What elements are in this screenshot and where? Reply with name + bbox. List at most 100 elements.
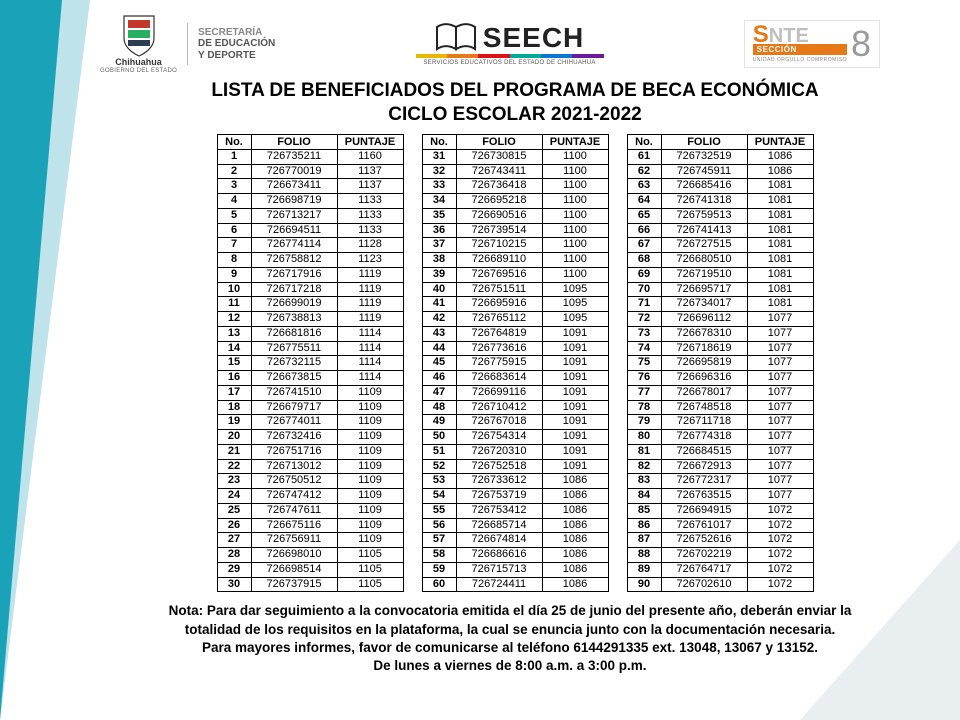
table-row: 47266987191133	[217, 194, 403, 209]
table-row: 717267340171081	[627, 297, 813, 312]
table-row: 657267595131081	[627, 208, 813, 223]
table-row: 757266958191077	[627, 356, 813, 371]
col-no: No.	[217, 134, 251, 149]
table-row: 577266748141086	[422, 533, 608, 548]
table-row: 17267352111160	[217, 149, 403, 164]
table-row: 427267651121095	[422, 312, 608, 327]
table-row: 677267275151081	[627, 238, 813, 253]
seech-logo: SEECH SERVICIOS EDUCATIVOS DEL ESTADO DE…	[416, 22, 604, 66]
table-row: 397267695161100	[422, 267, 608, 282]
book-icon	[435, 23, 477, 53]
table-row: 267266751161109	[217, 518, 403, 533]
table-row: 777266780171077	[627, 385, 813, 400]
table-row: 647267413181081	[627, 194, 813, 209]
table-row: 87267588121123	[217, 253, 403, 268]
table-row: 157267321151114	[217, 356, 403, 371]
table-row: 97267179161119	[217, 267, 403, 282]
table-row: 377267102151100	[422, 238, 608, 253]
tables-wrap: No.FOLIOPUNTAJE1726735211116027267700191…	[100, 134, 930, 593]
table-row: 557267534121086	[422, 503, 608, 518]
table-row: 897267647171072	[627, 562, 813, 577]
table-row: 347266952181100	[422, 194, 608, 209]
col-folio: FOLIO	[251, 134, 337, 149]
table-row: 817266845151077	[627, 444, 813, 459]
table-row: 847267635151077	[627, 489, 813, 504]
table-row: 227267130121109	[217, 459, 403, 474]
table-row: 477266991161091	[422, 385, 608, 400]
divider	[187, 23, 188, 65]
secretaria-text: SECRETARÍA DE EDUCACIÓN Y DEPORTE	[198, 27, 275, 62]
note-block: Nota: Para dar seguimiento a la convocat…	[100, 602, 930, 675]
table-row: 497267670181091	[422, 415, 608, 430]
table-row: 767266963161077	[627, 371, 813, 386]
chihuahua-label: Chihuahua	[115, 57, 162, 67]
table-row: 457267759151091	[422, 356, 608, 371]
table-row: 67266945111133	[217, 223, 403, 238]
table-row: 277267569111109	[217, 533, 403, 548]
table-row: 417266959161095	[422, 297, 608, 312]
table-row: 787267485181077	[627, 400, 813, 415]
table-row: 637266854161081	[627, 179, 813, 194]
beneficiary-table: No.FOLIOPUNTAJE6172673251910866272674591…	[627, 134, 814, 593]
col-puntaje: PUNTAJE	[337, 134, 403, 149]
table-row: 467266836141091	[422, 371, 608, 386]
table-row: 617267325191086	[627, 149, 813, 164]
table-row: 607267244111086	[422, 577, 608, 592]
table-row: 837267723171077	[627, 474, 813, 489]
table-row: 407267515111095	[422, 282, 608, 297]
shield-icon	[120, 14, 158, 58]
table-row: 507267543141091	[422, 430, 608, 445]
beneficiary-table: No.FOLIOPUNTAJE3172673081511003272674341…	[422, 134, 609, 593]
chihuahua-logo: Chihuahua GOBIERNO DEL ESTADO SECRETARÍA…	[100, 14, 275, 74]
table-row: 117266990191119	[217, 297, 403, 312]
table-row: 217267517161109	[217, 444, 403, 459]
table-row: 597267157131086	[422, 562, 608, 577]
table-row: 357266905161100	[422, 208, 608, 223]
beneficiary-table: No.FOLIOPUNTAJE1726735211116027267700191…	[217, 134, 404, 593]
chihuahua-sub: GOBIERNO DEL ESTADO	[100, 68, 177, 74]
table-row: 167266738151114	[217, 371, 403, 386]
table-row: 877267526161072	[627, 533, 813, 548]
table-row: 177267415101109	[217, 385, 403, 400]
table-row: 857266949151072	[627, 503, 813, 518]
table-row: 367267395141100	[422, 223, 608, 238]
table-row: 187266797171109	[217, 400, 403, 415]
table-row: 627267459111086	[627, 164, 813, 179]
table-row: 707266957171081	[627, 282, 813, 297]
table-row: 327267434111100	[422, 164, 608, 179]
col-puntaje: PUNTAJE	[542, 134, 608, 149]
table-row: 727266961121077	[627, 312, 813, 327]
table-row: 337267364181100	[422, 179, 608, 194]
table-row: 687266805101081	[627, 253, 813, 268]
table-row: 107267172181119	[217, 282, 403, 297]
table-row: 137266818161114	[217, 326, 403, 341]
table-row: 307267379151105	[217, 577, 403, 592]
table-row: 587266866161086	[422, 548, 608, 563]
table-row: 287266980101105	[217, 548, 403, 563]
table-row: 827266729131077	[627, 459, 813, 474]
page-title: LISTA DE BENEFICIADOS DEL PROGRAMA DE BE…	[100, 80, 930, 102]
table-row: 697267195101081	[627, 267, 813, 282]
table-row: 77267741141128	[217, 238, 403, 253]
table-row: 147267755111114	[217, 341, 403, 356]
table-row: 57267132171133	[217, 208, 403, 223]
table-row: 867267610171072	[627, 518, 813, 533]
table-row: 207267324161109	[217, 430, 403, 445]
table-row: 317267308151100	[422, 149, 608, 164]
col-puntaje: PUNTAJE	[747, 134, 813, 149]
table-row: 437267648191091	[422, 326, 608, 341]
table-row: 887267022191072	[627, 548, 813, 563]
table-row: 547267537191086	[422, 489, 608, 504]
table-row: 127267388131119	[217, 312, 403, 327]
table-row: 247267474121109	[217, 489, 403, 504]
table-row: 197267740111109	[217, 415, 403, 430]
page-subtitle: CICLO ESCOLAR 2021-2022	[100, 104, 930, 126]
table-row: 487267104121091	[422, 400, 608, 415]
table-row: 257267476111109	[217, 503, 403, 518]
table-row: 747267186191077	[627, 341, 813, 356]
table-row: 37266734111137	[217, 179, 403, 194]
table-row: 567266857141086	[422, 518, 608, 533]
table-row: 27267700191137	[217, 164, 403, 179]
table-row: 667267414131081	[627, 223, 813, 238]
logo-row: Chihuahua GOBIERNO DEL ESTADO SECRETARÍA…	[100, 14, 930, 74]
